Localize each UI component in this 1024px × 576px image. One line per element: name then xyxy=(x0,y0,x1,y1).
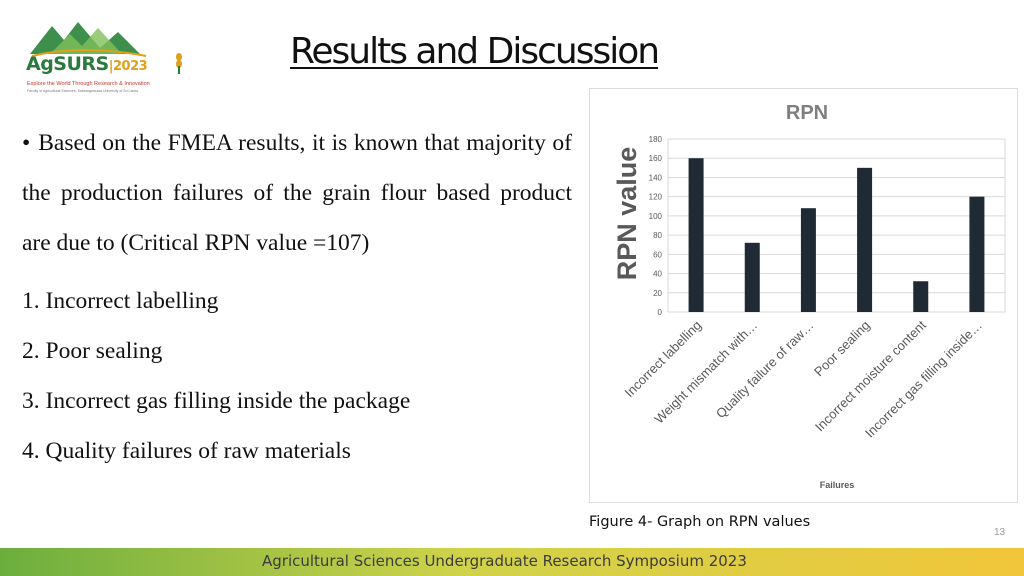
symposium-logo: AgSURS|2023 Explore the World Through Re… xyxy=(22,18,192,96)
chart-title: RPN xyxy=(786,102,828,124)
bullet-paragraph: • Based on the FMEA results, it is known … xyxy=(22,118,572,268)
failure-list: 1. Incorrect labelling 2. Poor sealing 3… xyxy=(22,276,572,476)
bar xyxy=(800,208,816,312)
y-tick-label: 120 xyxy=(649,193,663,202)
x-tick-label: Quality failure of raw… xyxy=(713,318,817,422)
bar xyxy=(913,281,929,312)
y-tick-label: 60 xyxy=(653,250,662,259)
y-tick-label: 0 xyxy=(658,308,663,317)
list-item: 1. Incorrect labelling xyxy=(22,288,219,314)
x-tick-label: Weight mismatch with… xyxy=(651,318,760,427)
y-tick-label: 80 xyxy=(653,231,662,240)
rpn-chart-svg: RPN 0 20 40 60 80 100 120 140 160 180 RPN value Inco… xyxy=(612,102,1006,490)
x-tick-label: Incorrect moisture content xyxy=(812,317,929,434)
list-item: 4. Quality failures of raw materials xyxy=(22,438,351,464)
y-tick-label: 100 xyxy=(649,212,663,221)
logo-subline: Faculty of Agricultural Sciences, Sabara… xyxy=(27,89,139,93)
logo-year: 2023 xyxy=(112,59,148,74)
slide-title: Results and Discussion xyxy=(290,31,660,72)
y-tick-label: 140 xyxy=(649,173,663,182)
list-item: 2. Poor sealing xyxy=(22,338,163,364)
page-number: 13 xyxy=(994,527,1006,538)
bar xyxy=(857,167,873,312)
bullet-icon: • xyxy=(22,130,31,156)
logo-tagline: Explore the World Through Research & Inn… xyxy=(27,81,150,87)
y-tick-label: 160 xyxy=(649,154,663,163)
x-axis-label: Failures xyxy=(820,480,855,490)
y-axis-label: RPN value xyxy=(612,147,642,281)
figure-caption: Figure 4- Graph on RPN values xyxy=(589,514,811,530)
bar xyxy=(969,196,985,312)
bar xyxy=(688,158,704,312)
y-tick-label: 40 xyxy=(653,270,662,279)
mountain-logo-icon xyxy=(30,22,147,57)
list-item: 3. Incorrect gas filling inside the pack… xyxy=(22,388,411,414)
y-tick-label: 20 xyxy=(653,289,662,298)
footer-text: Agricultural Sciences Undergraduate Rese… xyxy=(262,552,747,570)
logo-wordmark: AgSURS|2023 xyxy=(26,53,148,75)
slide-body: • Based on the FMEA results, it is known … xyxy=(22,118,572,476)
grain-icon xyxy=(176,53,182,74)
x-tick-label: Incorrect gas filling inside… xyxy=(862,318,985,441)
rpn-chart: RPN 0 20 40 60 80 100 120 140 160 180 RPN value Inco… xyxy=(589,88,1018,503)
y-tick-label: 180 xyxy=(649,135,663,144)
paragraph-text: Based on the FMEA results, it is known t… xyxy=(22,130,572,256)
footer-bar xyxy=(0,548,1024,576)
bar xyxy=(744,242,760,312)
x-tick-label: Poor sealing xyxy=(811,318,873,380)
logo-wordmark-text: AgSURS xyxy=(26,53,109,75)
